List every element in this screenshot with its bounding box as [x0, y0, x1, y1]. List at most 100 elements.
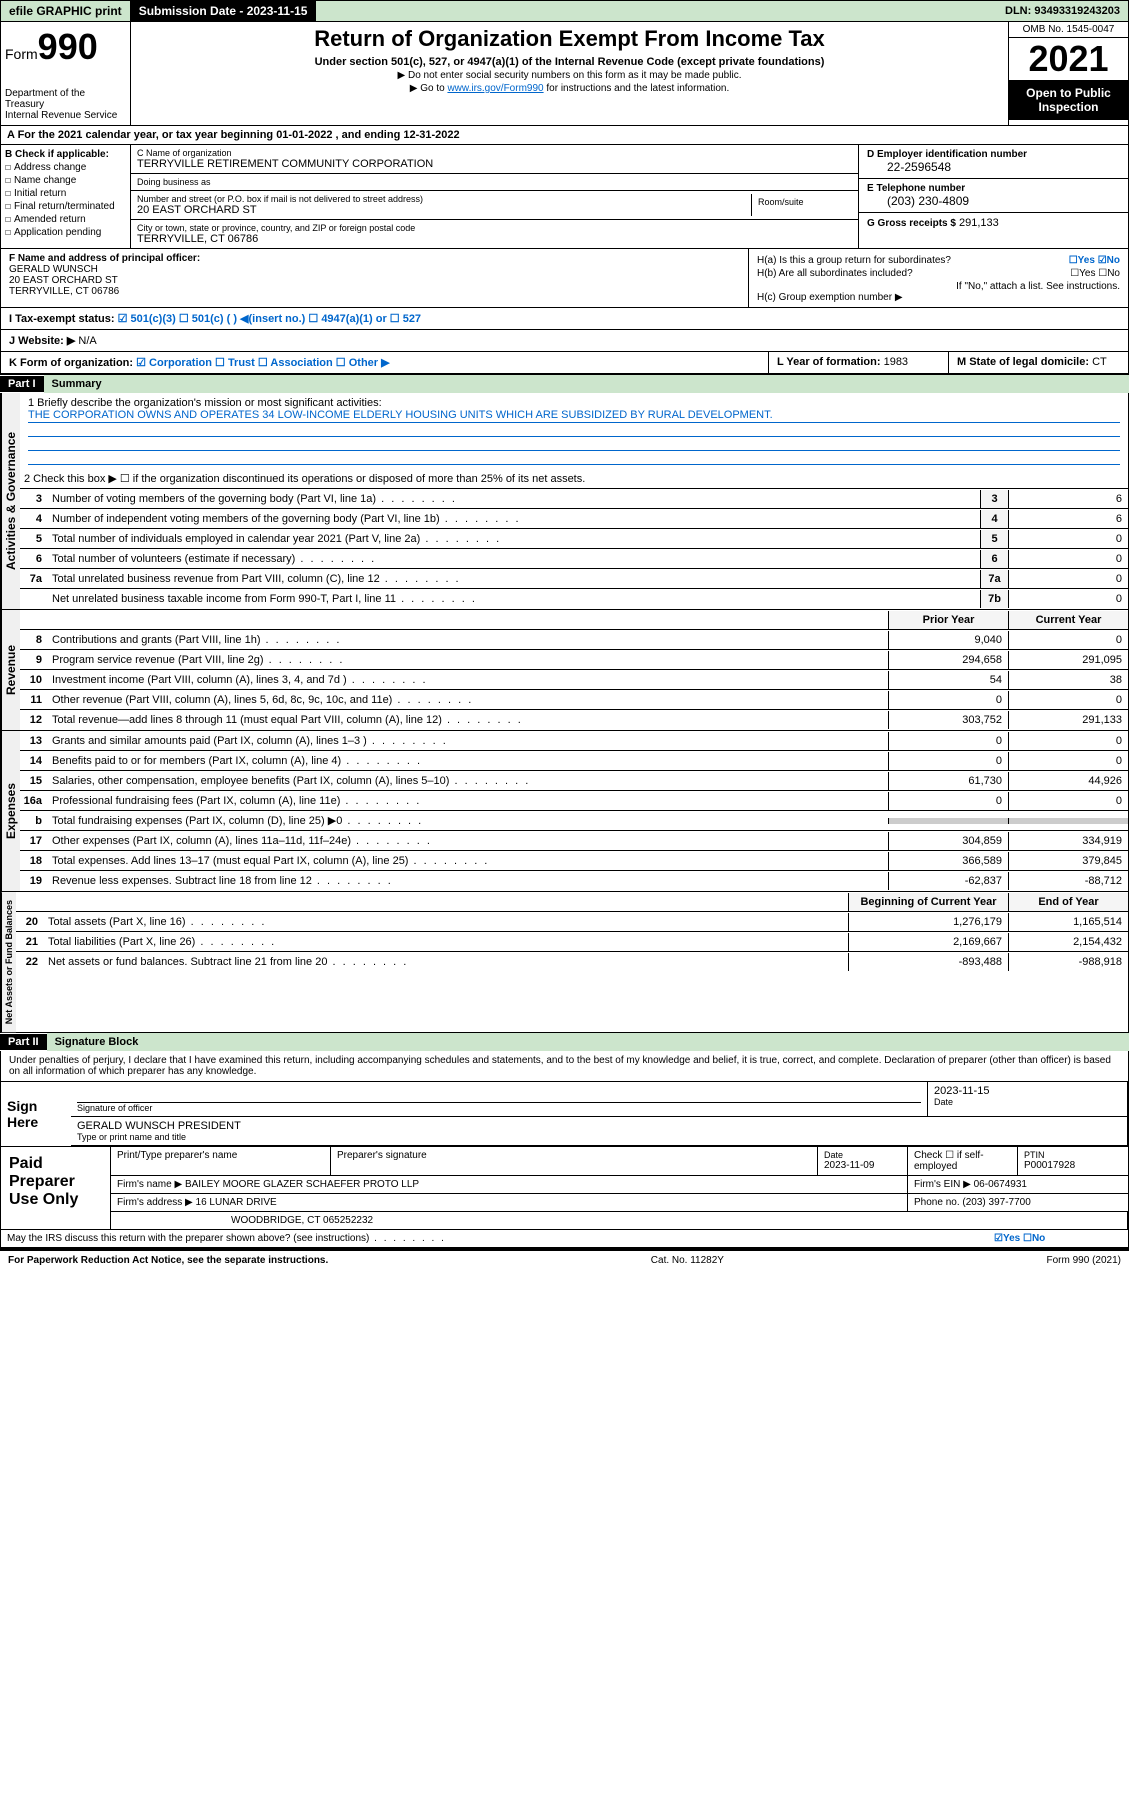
footer-paperwork: For Paperwork Reduction Act Notice, see …: [8, 1255, 328, 1266]
blank-desc: [48, 617, 888, 623]
vtab-revenue: Revenue: [1, 610, 20, 730]
current-value: 1,165,514: [1008, 913, 1128, 931]
line-num: 14: [20, 755, 48, 767]
domicile-label: M State of legal domicile:: [957, 356, 1089, 368]
line-desc: Total assets (Part X, line 16): [44, 913, 848, 931]
line-desc: Net assets or fund balances. Subtract li…: [44, 953, 848, 971]
officer-name: GERALD WUNSCH: [9, 264, 740, 275]
line-box: 4: [980, 510, 1008, 528]
line-desc: Total expenses. Add lines 13–17 (must eq…: [48, 852, 888, 870]
hc-label: H(c) Group exemption number ▶: [757, 292, 1120, 303]
line-value: 0: [1008, 530, 1128, 548]
tax-status-opts: ☑ 501(c)(3) ☐ 501(c) ( ) ◀(insert no.) ☐…: [118, 313, 421, 325]
chk-application-pending[interactable]: ☐Application pending: [5, 227, 126, 238]
line-num: 7a: [20, 573, 48, 585]
line-desc: Number of independent voting members of …: [48, 510, 980, 528]
line-num: 5: [20, 533, 48, 545]
current-value: 2,154,432: [1008, 933, 1128, 951]
paid-preparer-label: Paid Preparer Use Only: [1, 1147, 111, 1229]
prior-value: 0: [888, 691, 1008, 709]
current-value: -88,712: [1008, 872, 1128, 890]
officer-addr1: 20 EAST ORCHARD ST: [9, 275, 740, 286]
website-value: N/A: [78, 335, 96, 347]
current-value: 0: [1008, 631, 1128, 649]
line-desc: Contributions and grants (Part VIII, lin…: [48, 631, 888, 649]
form-subtitle: Under section 501(c), 527, or 4947(a)(1)…: [139, 56, 1000, 68]
line-num: 11: [20, 694, 48, 706]
form-label: Form: [5, 46, 38, 62]
may-irs-answer: ☑Yes ☐No: [988, 1230, 1128, 1247]
sig-date-value: 2023-11-15: [934, 1085, 1121, 1097]
dln: DLN: 93493319243203: [997, 2, 1128, 20]
line-value: 0: [1008, 550, 1128, 568]
part1-title: Summary: [44, 375, 1129, 393]
line-desc: Other revenue (Part VIII, column (A), li…: [48, 691, 888, 709]
line-desc: Total fundraising expenses (Part IX, col…: [48, 811, 888, 830]
efile-btn[interactable]: efile GRAPHIC print: [1, 1, 131, 21]
line-desc: Total number of individuals employed in …: [48, 530, 980, 548]
ein-label: D Employer identification number: [867, 149, 1120, 160]
line-desc: Salaries, other compensation, employee b…: [48, 772, 888, 790]
current-value: 334,919: [1008, 832, 1128, 850]
line-box: 3: [980, 490, 1008, 508]
current-value: 0: [1008, 752, 1128, 770]
line-num: 4: [20, 513, 48, 525]
prior-value: -62,837: [888, 872, 1008, 890]
ein-value: 22-2596548: [867, 160, 1120, 174]
line-num: b: [20, 815, 48, 827]
officer-addr2: TERRYVILLE, CT 06786: [9, 286, 740, 297]
ptin-value: P00017928: [1024, 1160, 1075, 1171]
chk-initial-return[interactable]: ☐Initial return: [5, 188, 126, 199]
irs-link[interactable]: www.irs.gov/Form990: [447, 83, 543, 94]
room-suite-label: Room/suite: [752, 194, 852, 216]
line-desc: Total liabilities (Part X, line 26): [44, 933, 848, 951]
col-b-checkboxes: B Check if applicable: ☐Address change ☐…: [1, 145, 131, 248]
chk-address-change[interactable]: ☐Address change: [5, 162, 126, 173]
line-num: 9: [20, 654, 48, 666]
firm-phone-value: (203) 397-7700: [962, 1197, 1030, 1208]
gross-value: 291,133: [959, 217, 999, 229]
org-name: TERRYVILLE RETIREMENT COMMUNITY CORPORAT…: [137, 158, 852, 170]
current-value: 44,926: [1008, 772, 1128, 790]
prior-value: 0: [888, 732, 1008, 750]
submission-date: Submission Date - 2023-11-15: [131, 1, 317, 21]
prior-value: -893,488: [848, 953, 1008, 971]
form-org-label: K Form of organization:: [9, 357, 133, 369]
current-value: 0: [1008, 792, 1128, 810]
prior-value: 366,589: [888, 852, 1008, 870]
topbar: efile GRAPHIC print Submission Date - 20…: [0, 0, 1129, 22]
line-num: 6: [20, 553, 48, 565]
q2-text: 2 Check this box ▶ ☐ if the organization…: [20, 469, 1128, 488]
col-current-year: Current Year: [1008, 611, 1128, 629]
prep-name-label: Print/Type preparer's name: [111, 1147, 331, 1175]
chk-final-return[interactable]: ☐Final return/terminated: [5, 201, 126, 212]
line-num: 13: [20, 735, 48, 747]
gross-label: G Gross receipts $: [867, 218, 956, 229]
prior-value: 61,730: [888, 772, 1008, 790]
dba-label: Doing business as: [137, 177, 852, 187]
form-number: 990: [38, 26, 98, 67]
current-value: 379,845: [1008, 852, 1128, 870]
prep-sig-label: Preparer's signature: [331, 1147, 818, 1175]
line-value: 0: [1008, 590, 1128, 608]
line-desc: Program service revenue (Part VIII, line…: [48, 651, 888, 669]
hb-note: If "No," attach a list. See instructions…: [757, 281, 1120, 292]
hb-label: H(b) Are all subordinates included?: [757, 268, 913, 279]
chk-amended[interactable]: ☐Amended return: [5, 214, 126, 225]
line-num: 19: [20, 875, 48, 887]
phone-label: E Telephone number: [867, 183, 1120, 194]
officer-signature-line[interactable]: [77, 1085, 921, 1103]
firm-addr1-value: 16 LUNAR DRIVE: [196, 1197, 277, 1208]
may-irs-question: May the IRS discuss this return with the…: [1, 1230, 988, 1247]
part2-title: Signature Block: [47, 1033, 1129, 1051]
ha-label: H(a) Is this a group return for subordin…: [757, 255, 951, 266]
q1-label: 1 Briefly describe the organization's mi…: [28, 397, 1120, 409]
prior-value: [888, 818, 1008, 824]
mission-blank-1: [28, 423, 1120, 437]
prep-self-employed[interactable]: Check ☐ if self-employed: [908, 1147, 1018, 1175]
chk-name-change[interactable]: ☐Name change: [5, 175, 126, 186]
prior-value: 0: [888, 792, 1008, 810]
year-formation-label: L Year of formation:: [777, 356, 881, 368]
firm-phone-label: Phone no.: [914, 1197, 960, 1208]
officer-printed-name: GERALD WUNSCH PRESIDENT: [77, 1120, 1121, 1132]
